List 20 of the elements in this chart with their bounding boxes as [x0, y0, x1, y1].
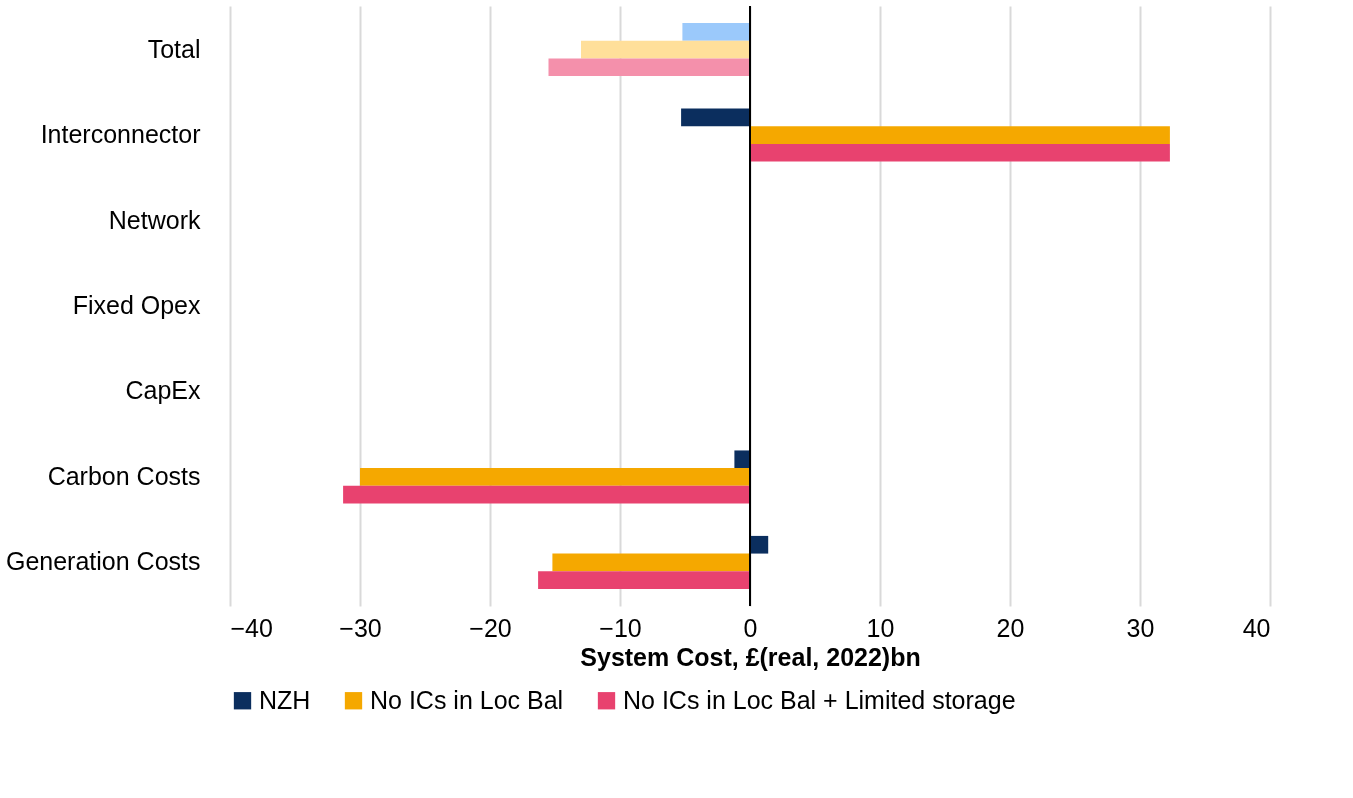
x-tick-label: −10 [599, 613, 642, 642]
x-axis-title: System Cost, £(real, 2022)bn [580, 642, 921, 671]
x-tick-label: −20 [469, 613, 512, 642]
x-tick-label: 10 [866, 613, 895, 642]
legend-label: No ICs in Loc Bal + Limited storage [623, 685, 1016, 714]
x-tick-label: 20 [996, 613, 1025, 642]
x-tick-label: −40 [230, 613, 273, 642]
y-tick-label: Total [147, 34, 201, 63]
y-tick-label: Network [108, 205, 201, 234]
y-tick-label: Interconnector [40, 120, 201, 149]
y-tick-label: Carbon Costs [47, 461, 201, 490]
y-tick-label: CapEx [125, 376, 201, 405]
y-tick-label: Generation Costs [5, 547, 201, 576]
x-tick-label: 40 [1242, 613, 1271, 642]
legend-label: No ICs in Loc Bal [370, 685, 564, 714]
x-tick-label: 30 [1126, 613, 1155, 642]
legend-label: NZH [259, 685, 311, 714]
x-tick-label: −30 [339, 613, 382, 642]
y-tick-label: Fixed Opex [72, 291, 201, 319]
x-tick-label: 0 [743, 613, 758, 642]
